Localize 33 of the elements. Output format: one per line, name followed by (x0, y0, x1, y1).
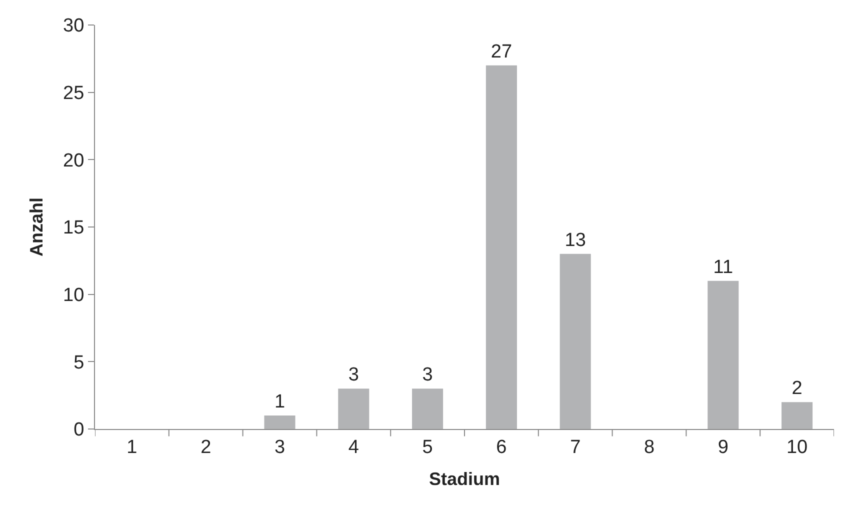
x-tick-label: 2 (200, 436, 212, 458)
y-tick-label: 15 (63, 218, 84, 239)
x-tick-label: 8 (644, 436, 655, 458)
data-label: 2 (792, 378, 802, 400)
bar (412, 388, 444, 429)
y-tick-label: 0 (74, 420, 84, 441)
data-label: 3 (422, 364, 433, 386)
x-tick-label: 3 (274, 436, 286, 458)
x-tick-label: 1 (126, 436, 138, 458)
x-tick-label: 7 (570, 436, 581, 458)
bar (338, 388, 370, 429)
y-tick-label: 5 (74, 352, 84, 374)
data-label: 3 (348, 364, 359, 386)
x-tick-label: 9 (718, 436, 728, 458)
data-label: 27 (490, 41, 512, 62)
data-label: 13 (564, 230, 586, 251)
x-tick-label: 4 (348, 436, 360, 458)
data-label: 1 (274, 392, 286, 413)
y-tick-label: 20 (63, 150, 84, 172)
y-axis-title: Anzahl (26, 197, 46, 257)
bar (560, 254, 591, 429)
x-tick-label: 10 (786, 436, 808, 458)
bar (708, 280, 739, 429)
data-label: 11 (713, 256, 734, 278)
y-tick-label: 25 (63, 82, 84, 104)
bar (486, 65, 517, 429)
bar (782, 402, 813, 429)
bar (264, 416, 296, 429)
x-tick-label: 6 (496, 436, 507, 458)
x-tick-label: 5 (422, 436, 433, 458)
y-tick-label: 30 (63, 16, 84, 37)
y-tick-label: 10 (63, 284, 84, 306)
x-axis-title: Stadium (428, 468, 500, 489)
